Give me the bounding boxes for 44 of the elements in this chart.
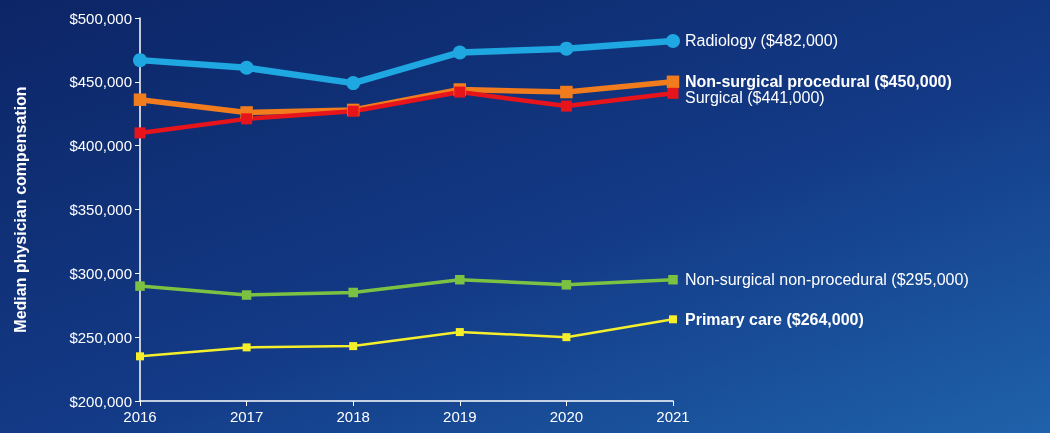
series-label: Non-surgical non-procedural ($295,000) [685, 271, 969, 289]
point [452, 45, 467, 60]
point [562, 333, 571, 342]
point [239, 60, 254, 75]
point [241, 113, 253, 125]
point [455, 274, 465, 285]
point [348, 287, 358, 298]
point [669, 315, 677, 324]
y-tick-label: $400,000 [69, 137, 132, 155]
y-axis-title: Median physician compensation [11, 86, 29, 333]
y-tick-label: $350,000 [69, 201, 132, 218]
series-label: Surgical ($441,000) [685, 89, 825, 107]
point [241, 290, 252, 300]
y-tick-label: $450,000 [69, 73, 132, 91]
y-tick-label: $250,000 [69, 328, 132, 346]
point [134, 127, 146, 139]
point [666, 75, 680, 89]
x-tick-label: 2018 [336, 408, 370, 425]
y-tick-label: $300,000 [69, 264, 132, 282]
x-tick-label: 2017 [229, 408, 264, 425]
x-tick-label: 2021 [656, 408, 690, 425]
point [455, 328, 464, 337]
point [133, 93, 147, 106]
x-tick-label: 2016 [123, 408, 157, 425]
x-tick-label: 2019 [443, 408, 477, 425]
point [560, 85, 573, 99]
point [136, 352, 144, 361]
point [133, 53, 147, 68]
point [560, 100, 572, 112]
x-tick-label: 2020 [549, 408, 584, 425]
point [561, 280, 572, 290]
point [668, 274, 678, 285]
series-label: Primary care ($264,000) [685, 310, 864, 328]
y-tick-label: $200,000 [69, 392, 132, 410]
y-tick-label: $500,000 [69, 9, 132, 27]
point [349, 342, 358, 351]
point [667, 87, 679, 99]
point [242, 343, 251, 352]
series-label: Non-surgical procedural ($450,000) [685, 73, 952, 91]
series-label: Radiology ($482,000) [685, 32, 838, 50]
point [346, 76, 361, 91]
point [135, 281, 145, 291]
point [666, 33, 680, 48]
point [559, 41, 574, 56]
